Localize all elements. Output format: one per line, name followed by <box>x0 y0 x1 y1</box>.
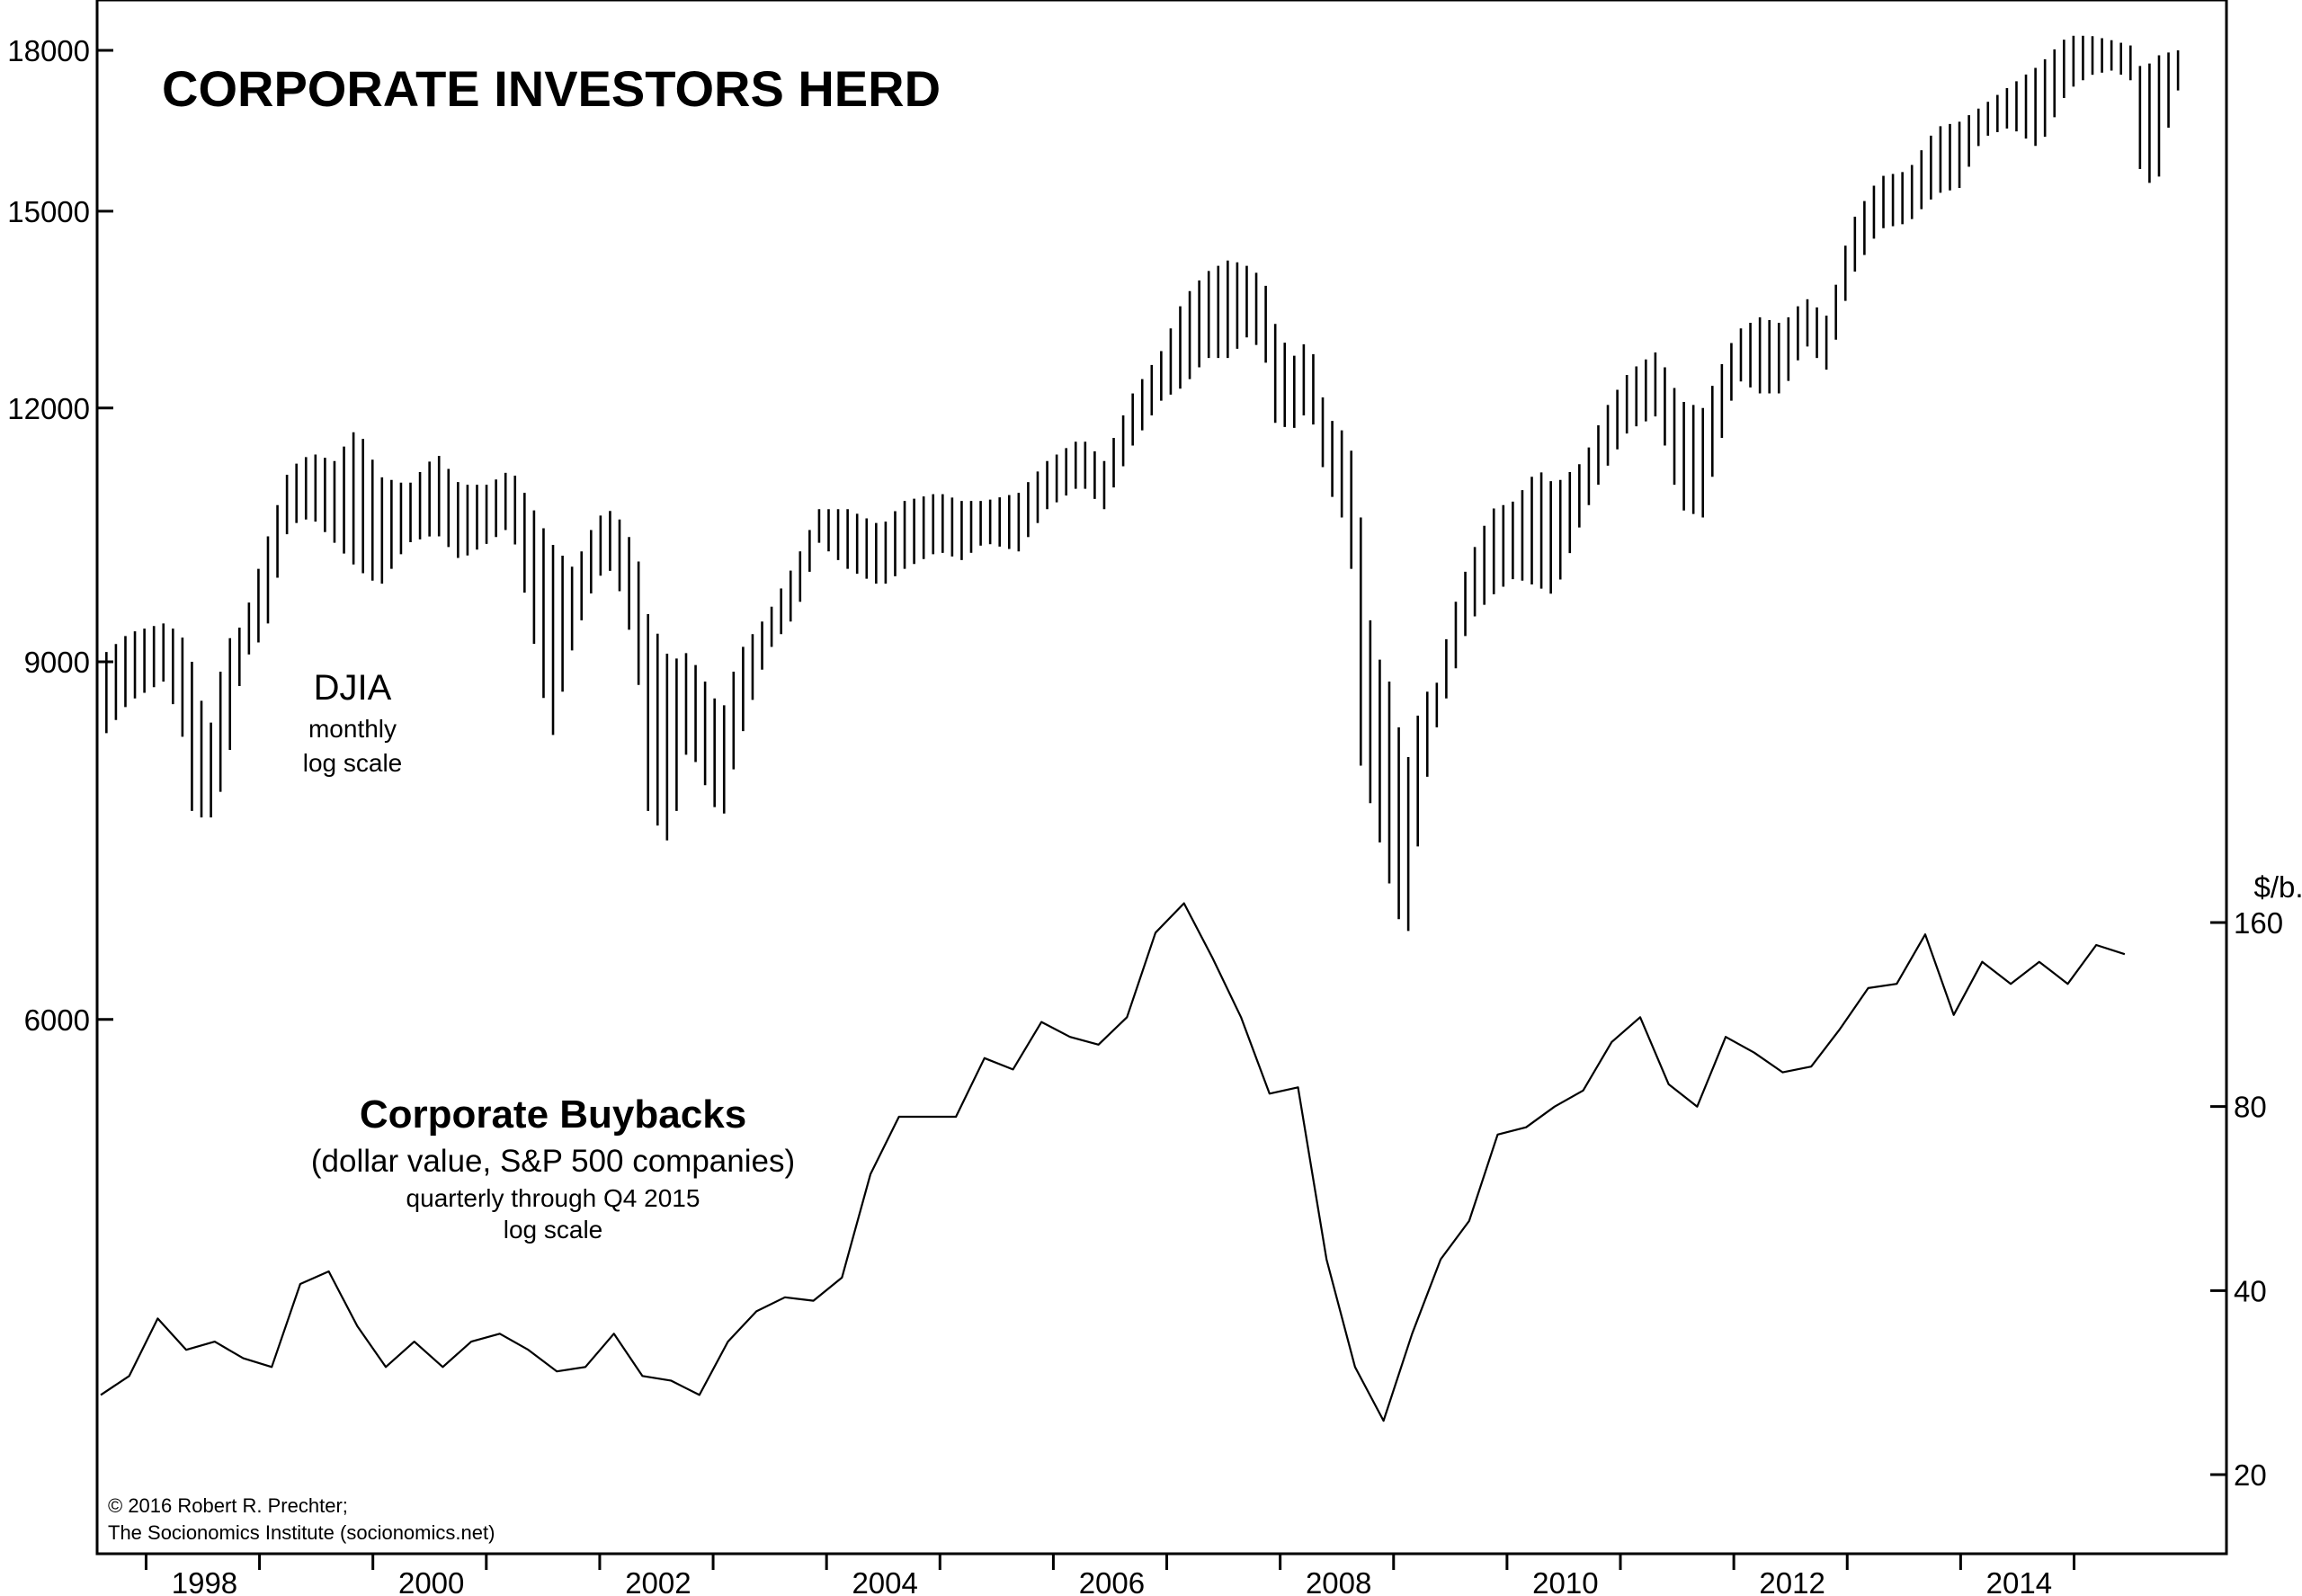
x-axis-label-1998: 1998 <box>172 1566 237 1596</box>
plot-frame <box>95 0 2228 1556</box>
x-axis-label-2006: 2006 <box>1079 1566 1145 1596</box>
copyright-line-2: The Socionomics Institute (socionomics.n… <box>108 1521 495 1544</box>
x-axis-label-2008: 2008 <box>1306 1566 1371 1596</box>
djia-sublabel-monthly: monthly <box>308 715 397 743</box>
djia-label: DJIA <box>314 668 392 708</box>
x-axis: 1998 2000 2002 2004 2006 2008 2010 2012 2014 <box>144 1554 2075 1596</box>
right-axis-label-160: 160 <box>2234 906 2283 940</box>
right-axis-label-80: 80 <box>2234 1091 2267 1124</box>
buyback-sublabel-quarterly: quarterly through Q4 2015 <box>406 1184 700 1212</box>
copyright-line-1: © 2016 Robert R. Prechter; <box>108 1494 348 1517</box>
left-axis: 18000 15000 12000 9000 6000 <box>7 34 113 1037</box>
right-axis-unit: $/b. <box>2253 870 2302 904</box>
djia-bars <box>105 35 2180 932</box>
right-axis: 160 80 40 20 <box>2210 906 2283 1492</box>
buyback-line <box>100 902 2126 1422</box>
left-axis-label-12000: 12000 <box>7 392 90 425</box>
left-axis-label-9000: 9000 <box>24 646 90 679</box>
x-axis-label-2002: 2002 <box>625 1566 691 1596</box>
djia-sublabel-scale: log scale <box>303 749 403 777</box>
chart-title: CORPORATE INVESTORS HERD <box>162 60 941 117</box>
left-axis-label-6000: 6000 <box>24 1003 90 1037</box>
x-axis-label-2014: 2014 <box>1986 1566 2052 1596</box>
buyback-sublabel-scale: log scale <box>504 1216 603 1244</box>
left-axis-label-15000: 15000 <box>7 195 90 228</box>
buyback-sublabel-value: (dollar value, S&P 500 companies) <box>311 1144 795 1179</box>
x-axis-label-2004: 2004 <box>852 1566 917 1596</box>
left-axis-label-18000: 18000 <box>7 34 90 67</box>
right-axis-label-20: 20 <box>2234 1458 2267 1492</box>
right-axis-label-40: 40 <box>2234 1274 2267 1307</box>
x-axis-label-2012: 2012 <box>1759 1566 1825 1596</box>
x-axis-label-2010: 2010 <box>1532 1566 1598 1596</box>
x-axis-label-2000: 2000 <box>398 1566 464 1596</box>
buyback-label: Corporate Buybacks <box>360 1092 746 1137</box>
buyback-series <box>100 902 2126 1422</box>
